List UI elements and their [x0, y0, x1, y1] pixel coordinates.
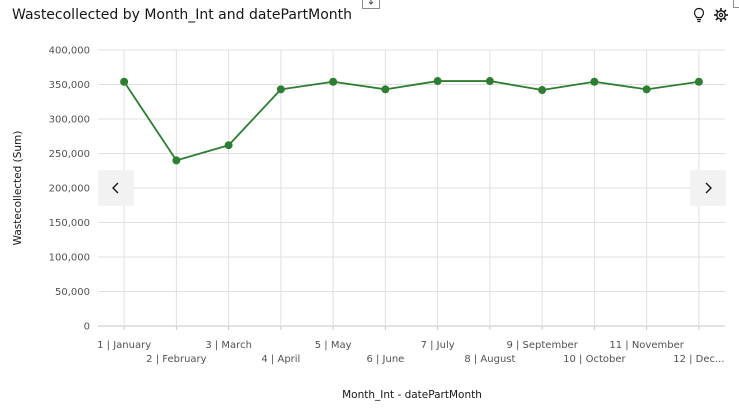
y-axis-label: Wastecollected (Sum) [12, 131, 24, 246]
x-tick-label: 7 | July [421, 340, 455, 351]
chart-title: Wastecollected by Month_Int and datePart… [12, 7, 353, 23]
x-tick-label: 11 | November [609, 340, 684, 351]
chevron-right-icon [703, 179, 713, 198]
next-page-button[interactable] [690, 170, 726, 206]
x-tick-label: 8 | August [464, 354, 515, 365]
data-point[interactable] [172, 156, 181, 165]
resize-handle-icon[interactable] [733, 0, 739, 8]
y-tick-label: 0 [84, 322, 90, 333]
x-tick-label: 5 | May [315, 340, 352, 351]
x-tick-label: 10 | October [563, 354, 626, 365]
drag-handle-icon[interactable] [362, 0, 380, 9]
data-point[interactable] [485, 77, 494, 86]
data-point[interactable] [642, 85, 651, 94]
y-tick-label: 50,000 [55, 287, 90, 298]
y-tick-label: 150,000 [49, 218, 90, 229]
x-axis-label: Month_Int - datePartMonth [342, 389, 482, 401]
prev-page-button[interactable] [98, 170, 134, 206]
x-tick-label: 2 | February [146, 354, 206, 365]
data-point[interactable] [538, 86, 547, 95]
series-line [123, 80, 700, 162]
x-tick-label: 12 | Dec... [673, 354, 724, 365]
y-tick-label: 250,000 [49, 149, 90, 160]
y-tick-label: 400,000 [49, 46, 90, 57]
x-tick-label: 3 | March [205, 340, 252, 351]
data-point[interactable] [276, 85, 285, 94]
y-tick-label: 100,000 [49, 253, 90, 264]
x-tick-label: 4 | April [261, 354, 300, 365]
chevron-left-icon [111, 179, 121, 198]
data-point[interactable] [694, 77, 703, 86]
x-tick-label: 6 | June [366, 354, 404, 365]
settings-icon[interactable] [712, 6, 730, 24]
y-tick-label: 350,000 [49, 80, 90, 91]
y-tick-label: 200,000 [49, 184, 90, 195]
data-point[interactable] [224, 141, 233, 150]
data-point[interactable] [590, 77, 599, 86]
data-point[interactable] [120, 77, 129, 86]
x-tick-label: 9 | September [506, 340, 578, 351]
lightbulb-icon[interactable] [690, 6, 708, 24]
y-tick-label: 300,000 [49, 115, 90, 126]
data-point[interactable] [381, 85, 390, 94]
data-point[interactable] [329, 77, 338, 86]
data-point[interactable] [433, 77, 442, 86]
x-tick-label: 1 | January [97, 340, 151, 351]
